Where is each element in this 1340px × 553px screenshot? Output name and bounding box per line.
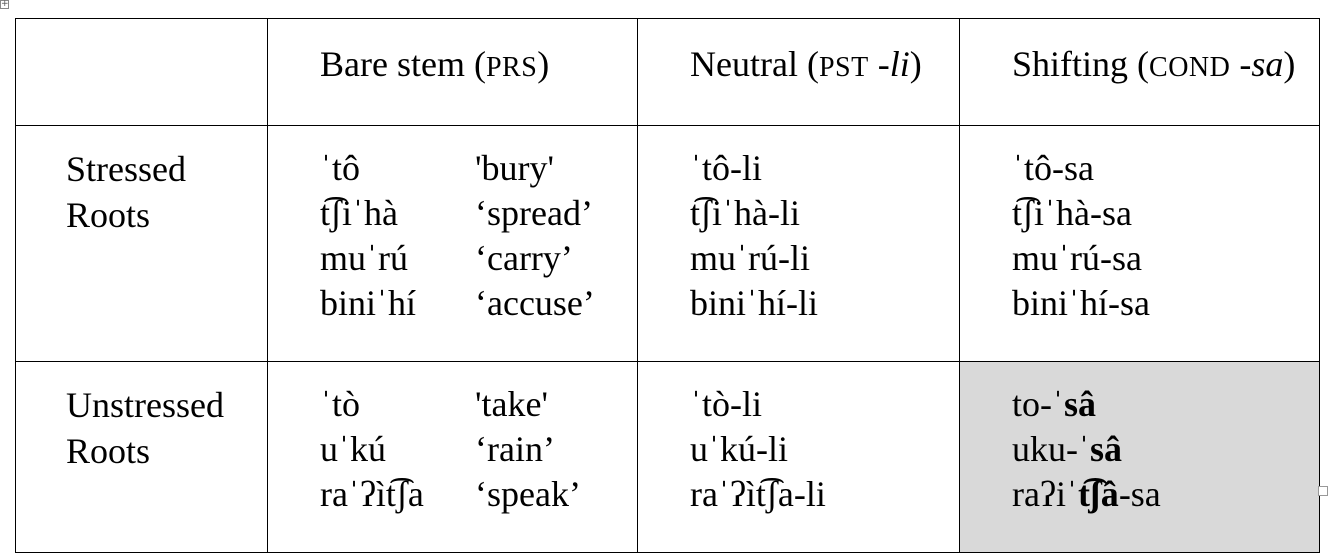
- bare-stem-cell-stressed: ˈtô'bury' t͡ʃiˈhà ‘spread’ muˈrú ‘carry’ b…: [267, 125, 638, 362]
- form-line: uˈkú-li: [690, 429, 788, 469]
- form-line: muˈrú-li: [690, 238, 810, 278]
- form-line: ˈtô-sa: [1012, 148, 1094, 188]
- form-line: muˈrú ‘carry’: [320, 238, 573, 278]
- stressed-roots-row: Stressed Roots ˈtô'bury' t͡ʃiˈhà ‘spread’…: [15, 125, 1320, 362]
- neutral-cell-unstressed: ˈtò-li uˈkú-li raˈʔìt͡ʃa-li: [637, 361, 960, 553]
- unstressed-roots-row: Unstressed Roots ˈtò'take' uˈkú ‘rain’ ra…: [15, 361, 1320, 553]
- shifting-cell-unstressed-highlighted: to-ˈ sâ uku-ˈ sâ raʔiˈ t͡ʃâ -sa: [959, 361, 1320, 553]
- form-line: t͡ʃiˈhà-sa: [1012, 193, 1132, 233]
- form-line: biniˈhí-li: [690, 283, 818, 323]
- form-line: to-ˈ sâ: [1012, 384, 1096, 424]
- form-line: ˈtò-li: [690, 384, 762, 424]
- form-line: ˈtô'bury': [320, 148, 554, 188]
- form-line: biniˈhí ‘accuse’: [320, 283, 595, 323]
- form-line: t͡ʃiˈhà ‘spread’: [320, 193, 593, 233]
- shifting-cell-stressed: ˈtô-sa t͡ʃiˈhà-sa muˈrú-sa biniˈhí-sa: [959, 125, 1320, 362]
- neutral-cell-stressed: ˈtô-li t͡ʃiˈhà-li muˈrú-li biniˈhí-li: [637, 125, 960, 362]
- row-label-unstressed: Unstressed Roots: [15, 361, 268, 553]
- paradigm-table: Bare stem (PRS) Neutral (PST -li) Shifti…: [15, 18, 1320, 553]
- form-line: raˈʔìt͡ʃa ‘speak’: [320, 474, 581, 514]
- form-line: raʔiˈ t͡ʃâ -sa: [1012, 474, 1161, 514]
- form-line: t͡ʃiˈhà-li: [690, 193, 800, 233]
- form-line: biniˈhí-sa: [1012, 283, 1150, 323]
- header-cell-empty: [15, 18, 268, 126]
- header-cell-bare-stem: Bare stem (PRS): [267, 18, 638, 126]
- header-cell-shifting: Shifting (COND -sa): [959, 18, 1320, 126]
- form-line: ˈtò'take': [320, 384, 548, 424]
- form-line: raˈʔìt͡ʃa-li: [690, 474, 826, 514]
- form-line: uku-ˈ sâ: [1012, 429, 1122, 469]
- header-cell-neutral: Neutral (PST -li): [637, 18, 960, 126]
- bare-stem-cell-unstressed: ˈtò'take' uˈkú ‘rain’ raˈʔìt͡ʃa ‘speak’: [267, 361, 638, 553]
- form-line: ˈtô-li: [690, 148, 762, 188]
- move-handle-icon[interactable]: +: [0, 0, 9, 9]
- resize-handle-icon[interactable]: [1318, 486, 1328, 496]
- header-row: Bare stem (PRS) Neutral (PST -li) Shifti…: [15, 18, 1320, 126]
- form-line: muˈrú-sa: [1012, 238, 1142, 278]
- row-label-stressed: Stressed Roots: [15, 125, 268, 362]
- form-line: uˈkú ‘rain’: [320, 429, 555, 469]
